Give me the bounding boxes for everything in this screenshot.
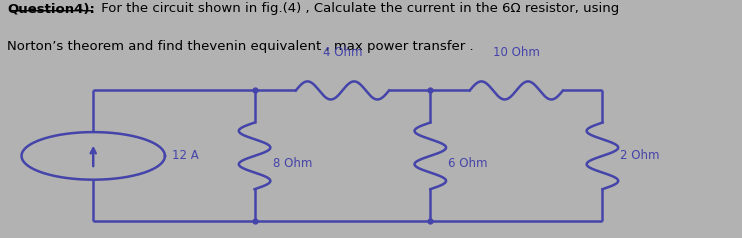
Text: 8 Ohm: 8 Ohm	[272, 157, 312, 169]
Text: Norton’s theorem and find thevenin equivalent , max power transfer .: Norton’s theorem and find thevenin equiv…	[7, 40, 474, 54]
Text: Question4):: Question4):	[7, 2, 95, 15]
Text: 10 Ohm: 10 Ohm	[493, 46, 539, 60]
Text: 4 Ohm: 4 Ohm	[323, 46, 362, 60]
Text: For the circuit shown in fig.(4) , Calculate the current in the 6Ω resistor, usi: For the circuit shown in fig.(4) , Calcu…	[96, 2, 619, 15]
Text: 2 Ohm: 2 Ohm	[620, 149, 660, 162]
Text: 6 Ohm: 6 Ohm	[448, 157, 487, 169]
Text: 12 A: 12 A	[172, 149, 199, 162]
